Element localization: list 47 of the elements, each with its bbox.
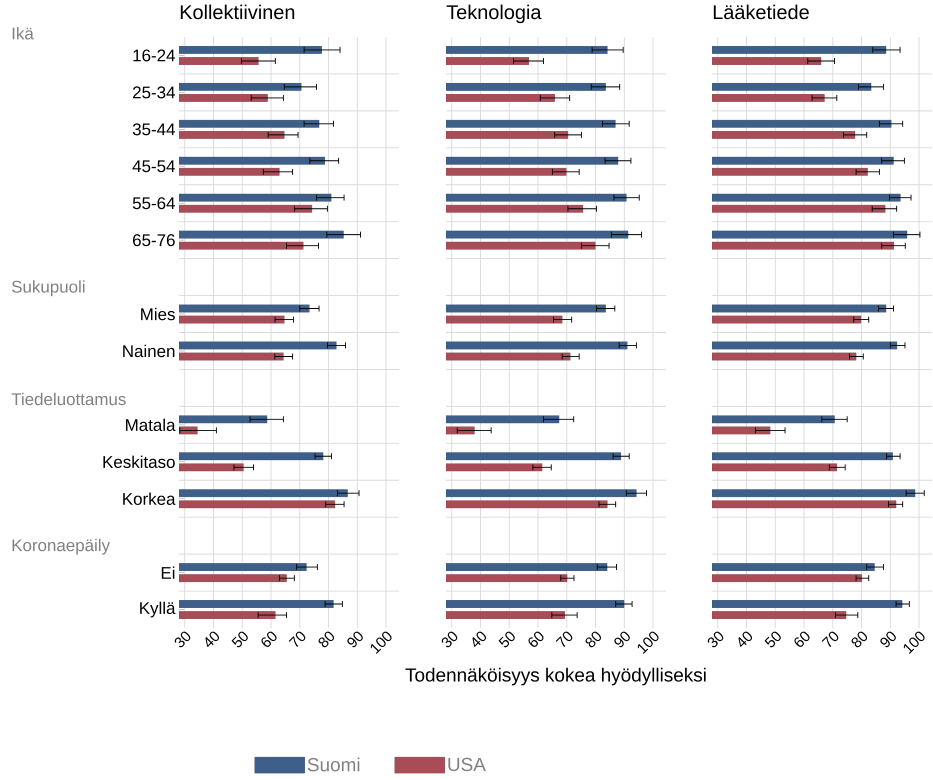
- x-tick-label: 50: [764, 632, 781, 648]
- x-axis-title: Todennäköisyys kokea hyödylliseksi: [405, 668, 706, 686]
- y-tick-label: Ei: [162, 566, 174, 579]
- x-tick-label: 90: [880, 632, 896, 648]
- y-tick-label: Kyllä: [140, 602, 176, 618]
- x-tick-label: 90: [347, 632, 363, 648]
- y-tick-label: Mies: [141, 308, 175, 320]
- x-tick-label: 40: [205, 632, 220, 647]
- x-tick-label: 70: [556, 632, 572, 647]
- chart-title: Teknologia: [446, 4, 542, 24]
- x-tick-label: 50: [498, 632, 515, 648]
- x-tick-label: 90: [614, 632, 630, 648]
- y-tick-label: Korkea: [123, 492, 176, 505]
- y-tick-label: 16-24: [133, 49, 175, 62]
- legend-label: Suomi: [308, 758, 360, 772]
- x-tick-label: 70: [288, 632, 306, 647]
- x-tick-label: 100: [370, 632, 392, 654]
- y-tick-label: 65-76: [133, 234, 175, 246]
- x-tick-label: 70: [822, 632, 838, 647]
- x-tick-label: 60: [528, 632, 544, 647]
- y-tick-label: 45-54: [132, 160, 175, 172]
- y-tick-label: 55-64: [132, 197, 175, 210]
- y-tick-label: Matala: [126, 418, 176, 432]
- legend-label: USA: [448, 758, 486, 772]
- text: Sukupuoli: [12, 280, 84, 296]
- x-tick-label: 60: [794, 632, 810, 647]
- x-tick-label: 30: [174, 632, 190, 648]
- x-tick-label: 80: [852, 632, 868, 648]
- x-tick-label: 60: [261, 632, 277, 647]
- chart-title: Kollektiivinen: [180, 4, 294, 20]
- x-tick-label: 30: [442, 632, 458, 648]
- text: Ikä: [12, 27, 34, 40]
- y-tick-label: Keskitaso: [103, 456, 175, 468]
- x-tick-label: 80: [586, 632, 602, 648]
- x-tick-label: 80: [318, 632, 334, 648]
- y-tick-label: 35-44: [132, 123, 175, 136]
- text: Koronaepäily: [12, 538, 110, 555]
- x-tick-label: 30: [708, 632, 724, 648]
- text: Tiedeluottamus: [12, 392, 126, 406]
- x-tick-label: 100: [904, 632, 925, 654]
- x-tick-label: 100: [638, 632, 659, 654]
- y-tick-label: 25-34: [133, 86, 175, 98]
- x-tick-label: 40: [472, 632, 486, 647]
- x-tick-label: 50: [232, 632, 248, 648]
- chart-title: Lääketiede: [714, 4, 809, 20]
- x-tick-label: 40: [738, 632, 752, 647]
- y-tick-label: Nainen: [123, 344, 174, 358]
